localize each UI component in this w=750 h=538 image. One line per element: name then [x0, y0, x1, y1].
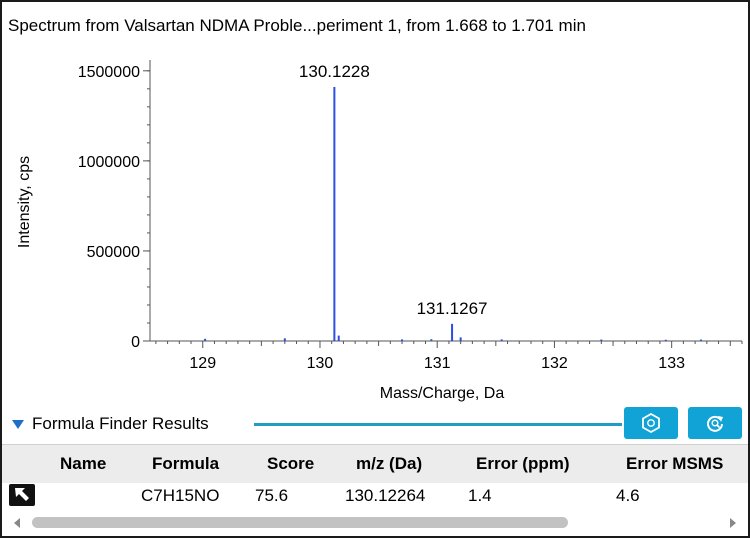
chart-labels: 130.1228 131.1267	[299, 62, 488, 318]
column-header-score[interactable]: Score	[267, 454, 315, 473]
table-row[interactable]: C7H15NO 75.6 130.12264 1.4 4.6	[2, 482, 748, 512]
column-header-error-msms[interactable]: Error MSMS	[626, 454, 724, 473]
spectrum-chart[interactable]: 0 500000 1000000 1500000 129 130 131 132 133 130…	[2, 2, 748, 402]
formula-results-grid[interactable]: Name Formula Score m/z (Da) Error (ppm) …	[2, 444, 748, 536]
y-tick-label: 500000	[87, 244, 140, 261]
cell-mz: 130.12264	[345, 486, 426, 505]
refresh-search-icon	[707, 415, 723, 432]
y-tick-label: 0	[131, 334, 140, 351]
column-header-mz[interactable]: m/z (Da)	[356, 454, 423, 473]
column-header-formula[interactable]: Formula	[152, 454, 220, 473]
x-tick-label: 129	[189, 355, 216, 372]
spectrum-title: Spectrum from Valsartan NDMA Proble...pe…	[8, 16, 586, 35]
arrow-pointer-icon	[15, 488, 29, 501]
section-divider	[254, 423, 622, 426]
refresh-search-button[interactable]	[688, 407, 742, 439]
formula-finder-header: Formula Finder Results	[2, 406, 748, 442]
cell-error-ppm: 1.4	[468, 486, 492, 505]
y-tick-label: 1000000	[78, 154, 140, 171]
formula-finder-button[interactable]	[624, 407, 678, 439]
chart-axes: 0 500000 1000000 1500000 129 130 131 132 133	[78, 60, 743, 372]
x-tick-label: 132	[541, 355, 568, 372]
peak-label: 131.1267	[417, 299, 488, 318]
horizontal-scrollbar[interactable]	[2, 514, 748, 532]
x-tick-label: 131	[424, 355, 451, 372]
formula-finder-icon	[642, 413, 660, 433]
row-select-icon[interactable]	[9, 484, 35, 506]
cell-formula: C7H15NO	[141, 486, 220, 505]
column-header-name[interactable]: Name	[60, 454, 107, 473]
scroll-thumb[interactable]	[32, 517, 568, 528]
grid-header: Name Formula Score m/z (Da) Error (ppm) …	[2, 444, 748, 483]
collapse-triangle-icon[interactable]	[12, 420, 24, 429]
scroll-left-icon[interactable]	[14, 518, 20, 528]
formula-finder-label: Formula Finder Results	[32, 414, 209, 433]
chart-peaks	[204, 87, 702, 341]
cell-score: 75.6	[255, 486, 289, 505]
y-axis-label: Intensity, cps	[16, 156, 33, 248]
cell-error-msms: 4.6	[616, 486, 640, 505]
x-tick-label: 133	[658, 355, 685, 372]
x-tick-label: 130	[307, 355, 334, 372]
scroll-right-icon[interactable]	[730, 518, 736, 528]
x-axis-label: Mass/Charge, Da	[380, 385, 505, 402]
y-tick-label: 1500000	[78, 64, 140, 81]
column-header-error-ppm[interactable]: Error (ppm)	[476, 454, 570, 473]
peak-label: 130.1228	[299, 62, 370, 81]
